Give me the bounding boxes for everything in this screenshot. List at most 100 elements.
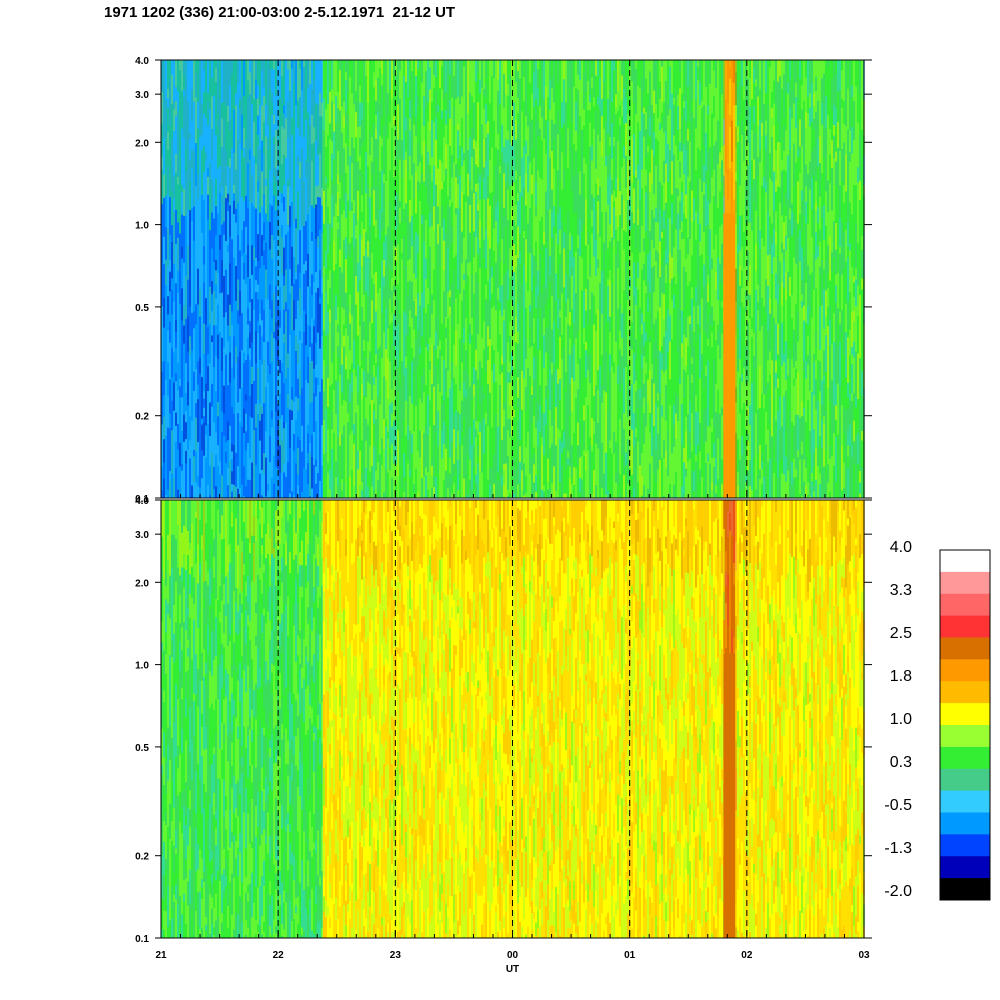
cell: [201, 343, 203, 377]
cell: [201, 232, 203, 276]
cell: [711, 490, 713, 498]
cell: [193, 150, 195, 165]
cell: [443, 270, 445, 292]
cell: [485, 299, 487, 334]
cell: [183, 96, 185, 116]
cell: [563, 123, 565, 169]
cell: [641, 323, 643, 335]
cell: [713, 219, 715, 250]
cell: [487, 133, 489, 177]
cell: [651, 210, 653, 229]
cell: [173, 382, 175, 411]
cell: [683, 299, 685, 309]
cell: [673, 390, 675, 405]
cell: [377, 314, 379, 349]
cell: [363, 255, 365, 295]
cell: [381, 358, 383, 380]
cell: [389, 298, 391, 325]
cell: [701, 254, 703, 299]
cell: [405, 130, 407, 152]
cell: [519, 439, 521, 447]
cell: [631, 276, 633, 323]
cell: [613, 362, 615, 373]
cell: [495, 310, 497, 331]
cell: [309, 84, 311, 126]
cell: [425, 258, 427, 280]
cell: [169, 321, 171, 332]
cell: [217, 359, 219, 403]
cell: [331, 448, 333, 479]
cell: [227, 421, 229, 441]
cell: [643, 99, 645, 108]
cell: [423, 307, 425, 326]
cell: [713, 427, 715, 444]
cell: [353, 486, 355, 498]
cell: [463, 327, 465, 344]
cell: [575, 130, 577, 151]
cell: [287, 393, 289, 408]
cell: [339, 110, 341, 125]
cell: [301, 148, 303, 181]
cell: [183, 89, 185, 97]
cell: [361, 383, 363, 399]
cell: [365, 118, 367, 153]
cell: [233, 336, 235, 344]
cell: [223, 258, 225, 276]
cell: [221, 118, 223, 140]
cell: [429, 452, 431, 483]
cell: [365, 232, 367, 250]
cell: [621, 412, 623, 455]
cell: [293, 299, 295, 331]
cell: [553, 382, 555, 405]
cell: [469, 334, 471, 344]
cell: [437, 358, 439, 384]
cell: [531, 290, 533, 328]
cell: [457, 169, 459, 185]
cell: [359, 405, 361, 451]
cell: [221, 411, 223, 432]
cell: [183, 441, 185, 471]
cell: [415, 406, 417, 450]
cell: [705, 326, 707, 335]
cell: [471, 116, 473, 128]
cell: [375, 441, 377, 471]
cell: [505, 361, 507, 400]
cell: [343, 167, 345, 202]
cell: [531, 458, 533, 498]
cell: [663, 258, 665, 295]
cell: [643, 136, 645, 173]
cell: [543, 99, 545, 110]
cell: [361, 212, 363, 222]
cell: [601, 270, 603, 314]
cell: [315, 103, 317, 141]
cell: [399, 126, 401, 160]
cell: [419, 60, 421, 76]
cell: [727, 170, 729, 188]
cell: [517, 343, 519, 378]
cell: [181, 397, 183, 423]
cell: [553, 287, 555, 322]
cell: [483, 95, 485, 109]
cell: [523, 188, 525, 231]
cell: [597, 390, 599, 423]
cell: [339, 296, 341, 330]
cell: [601, 313, 603, 356]
cell: [657, 485, 659, 498]
cell: [275, 367, 277, 395]
cell: [637, 104, 639, 123]
cell: [349, 257, 351, 295]
cell: [561, 127, 563, 153]
cell: [515, 393, 517, 419]
cell: [495, 382, 497, 415]
cell: [719, 321, 721, 360]
cell: [643, 60, 645, 92]
cell: [489, 484, 491, 498]
cell: [621, 141, 623, 168]
cell: [275, 453, 277, 467]
cell: [217, 402, 219, 417]
cell: [603, 489, 605, 498]
cell: [441, 404, 443, 431]
cell: [311, 160, 313, 206]
cell: [727, 138, 729, 171]
cell: [581, 231, 583, 259]
